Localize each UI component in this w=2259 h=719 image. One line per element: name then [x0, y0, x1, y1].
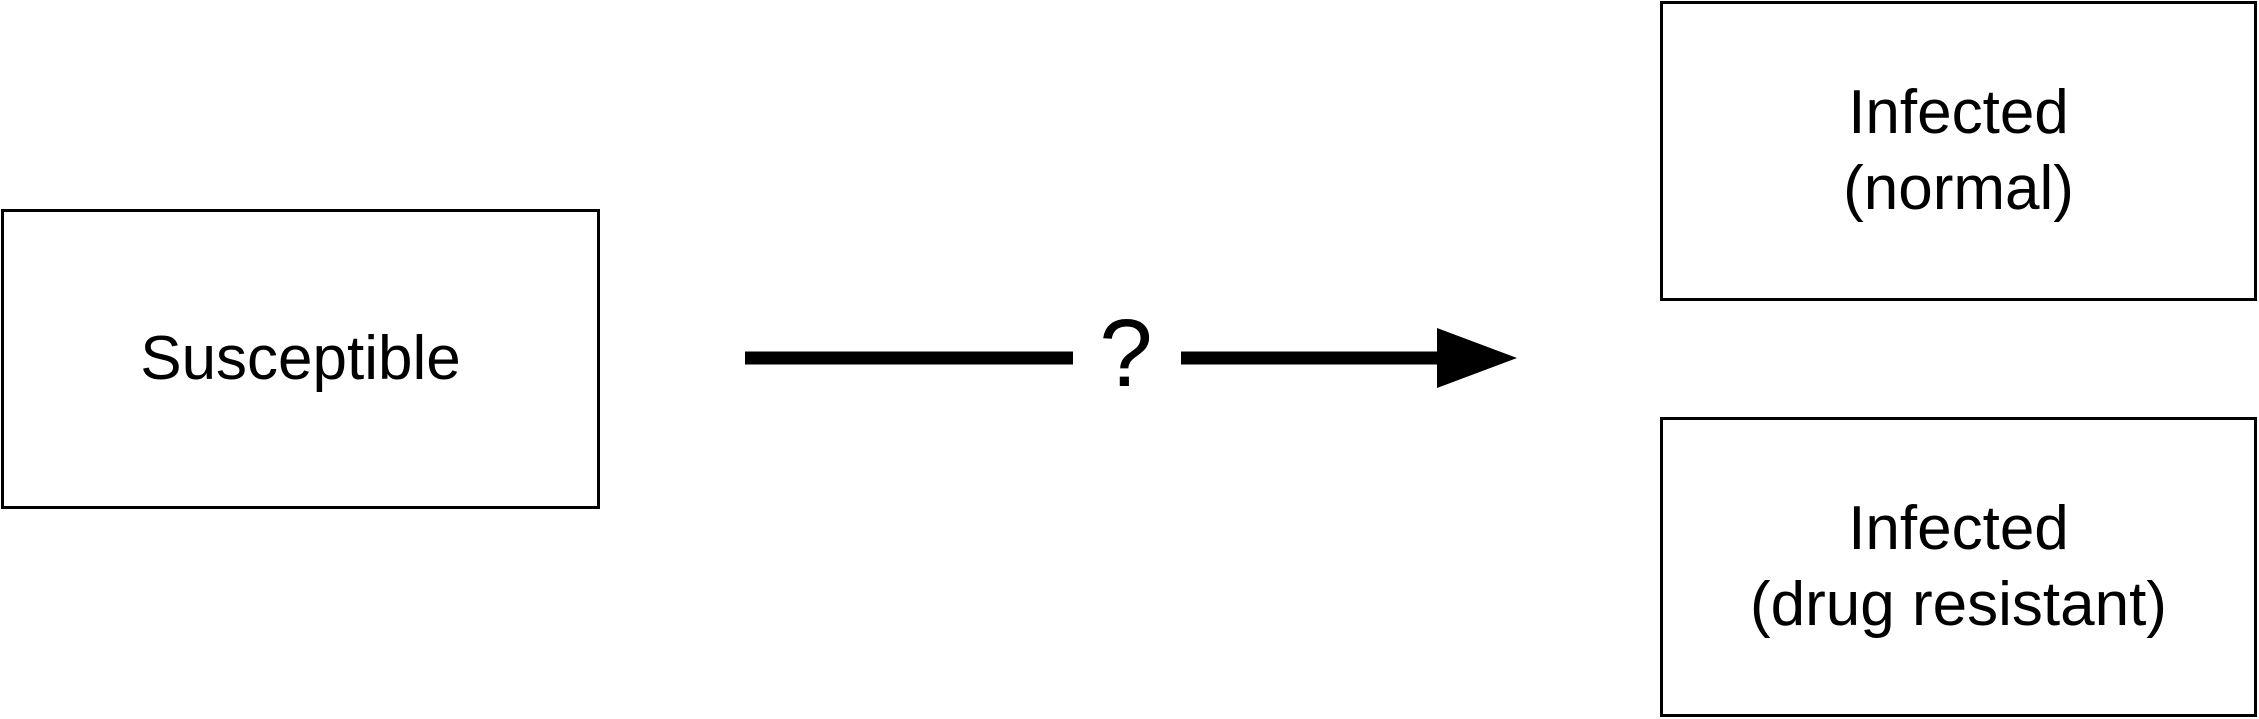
arrowhead-icon: [1437, 328, 1517, 388]
infected-normal-box: Infected (normal): [1660, 1, 2257, 301]
susceptible-label: Susceptible: [140, 321, 461, 397]
infected-drug-resistant-label: Infected (drug resistant): [1750, 491, 2167, 643]
susceptible-label-line1: Susceptible: [140, 324, 461, 393]
infected-drug-resistant-box: Infected (drug resistant): [1660, 417, 2257, 717]
infected-normal-label-line2: (normal): [1843, 154, 2074, 223]
infected-normal-label-line1: Infected: [1848, 78, 2069, 147]
infected-drug-resistant-label-line2: (drug resistant): [1750, 570, 2167, 639]
transition-question-mark: ?: [1099, 300, 1153, 407]
infected-normal-label: Infected (normal): [1843, 75, 2074, 227]
infected-drug-resistant-label-line1: Infected: [1848, 494, 2069, 563]
susceptible-box: Susceptible: [1, 209, 600, 509]
